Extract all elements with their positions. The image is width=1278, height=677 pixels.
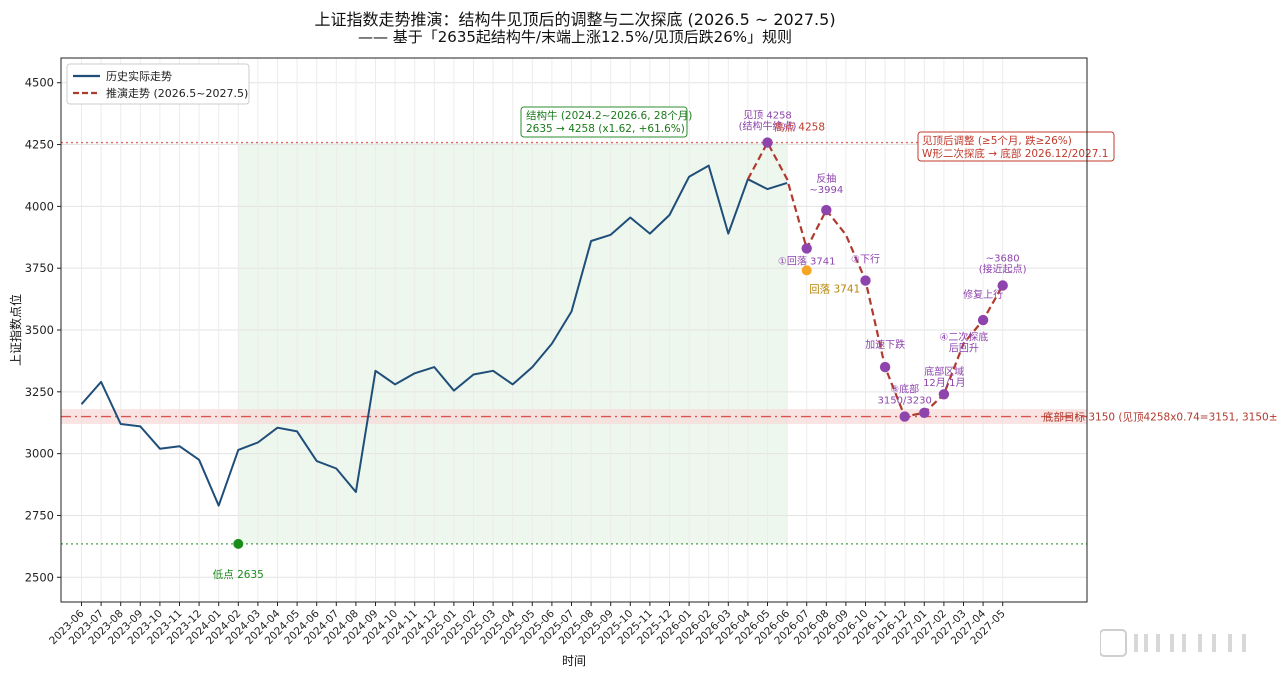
legend-label: 推演走势 (2026.5~2027.5)	[106, 86, 248, 100]
key-point-label: ③下行	[851, 253, 880, 266]
y-tick-label: 3250	[25, 385, 54, 399]
key-point-marker	[919, 407, 930, 419]
legend-label: 历史实际走势	[106, 69, 172, 83]
key-point-marker	[821, 204, 832, 216]
adjust-annotation-text: 见顶后调整 (≥5个月, 跌≥26%) W形二次探底 → 底部 2026.12/2…	[922, 134, 1108, 160]
key-point-label: 底部区域 12月/1月	[923, 365, 965, 389]
bottom-target-band	[61, 409, 1087, 424]
series-line-historical	[80, 164, 788, 507]
adjust-annotation-box	[917, 131, 1115, 162]
key-point-label: 反抽~3994	[809, 172, 843, 196]
x-axis-label: 时间	[562, 654, 586, 668]
key-point-marker	[801, 243, 812, 254]
y-tick-label: 3500	[25, 323, 54, 337]
y-tick-label: 2750	[25, 508, 54, 522]
pullback-marker	[801, 265, 812, 276]
peak-label: 高点 4258	[774, 121, 825, 134]
key-point-label: ①回落 3741	[778, 255, 836, 267]
y-tick-label: 4000	[25, 199, 54, 213]
key-point-marker	[899, 411, 910, 422]
key-point-label: 加速下跌	[865, 338, 905, 351]
y-tick-label: 2500	[25, 570, 54, 584]
y-axis-label: 上证指数点位	[8, 294, 23, 366]
key-point-label: ③底部 3150/3230	[878, 383, 932, 407]
watermark-icon	[1100, 629, 1246, 657]
chart-subtitle: —— 基于「2635起结构牛/末端上涨12.5%/见顶后跌26%」规则	[357, 28, 793, 46]
key-point-marker	[879, 361, 891, 373]
low-point-marker	[233, 538, 244, 549]
key-point-marker	[860, 275, 871, 286]
key-point-label: 见顶 4258 (结构牛终点)	[739, 110, 797, 133]
key-point-label: ④二次探底后回升	[939, 330, 988, 354]
y-tick-label: 3750	[25, 261, 54, 275]
pullback-label: 回落 3741	[809, 283, 860, 295]
low-point-label: 低点 2635	[213, 568, 264, 581]
y-tick-label: 4500	[25, 76, 54, 90]
key-point-marker	[762, 137, 773, 148]
key-point-label: 修复上行	[963, 288, 1003, 301]
y-tick-label: 3000	[25, 447, 54, 461]
key-point-marker	[977, 314, 989, 326]
key-point-marker	[938, 389, 950, 400]
key-point-label: ~3680 (接近起点)	[979, 253, 1027, 275]
bull-annotation-text: 结构牛 (2024.2~2026.6, 28个月) 2635 → 4258 (x1…	[526, 109, 692, 135]
bottom-target-label: 底部目标 3150 (见顶4258x0.74=3151, 3150±30)	[1043, 411, 1278, 424]
chart-title: 上证指数走势推演：结构牛见顶后的调整与二次探底 (2026.5 ~ 2027.5…	[314, 10, 836, 29]
y-tick-label: 4250	[25, 138, 54, 152]
key-point-marker	[997, 280, 1008, 291]
legend-box	[66, 63, 250, 105]
bull-annotation-box	[520, 106, 688, 138]
series-line-projection	[746, 141, 1004, 418]
